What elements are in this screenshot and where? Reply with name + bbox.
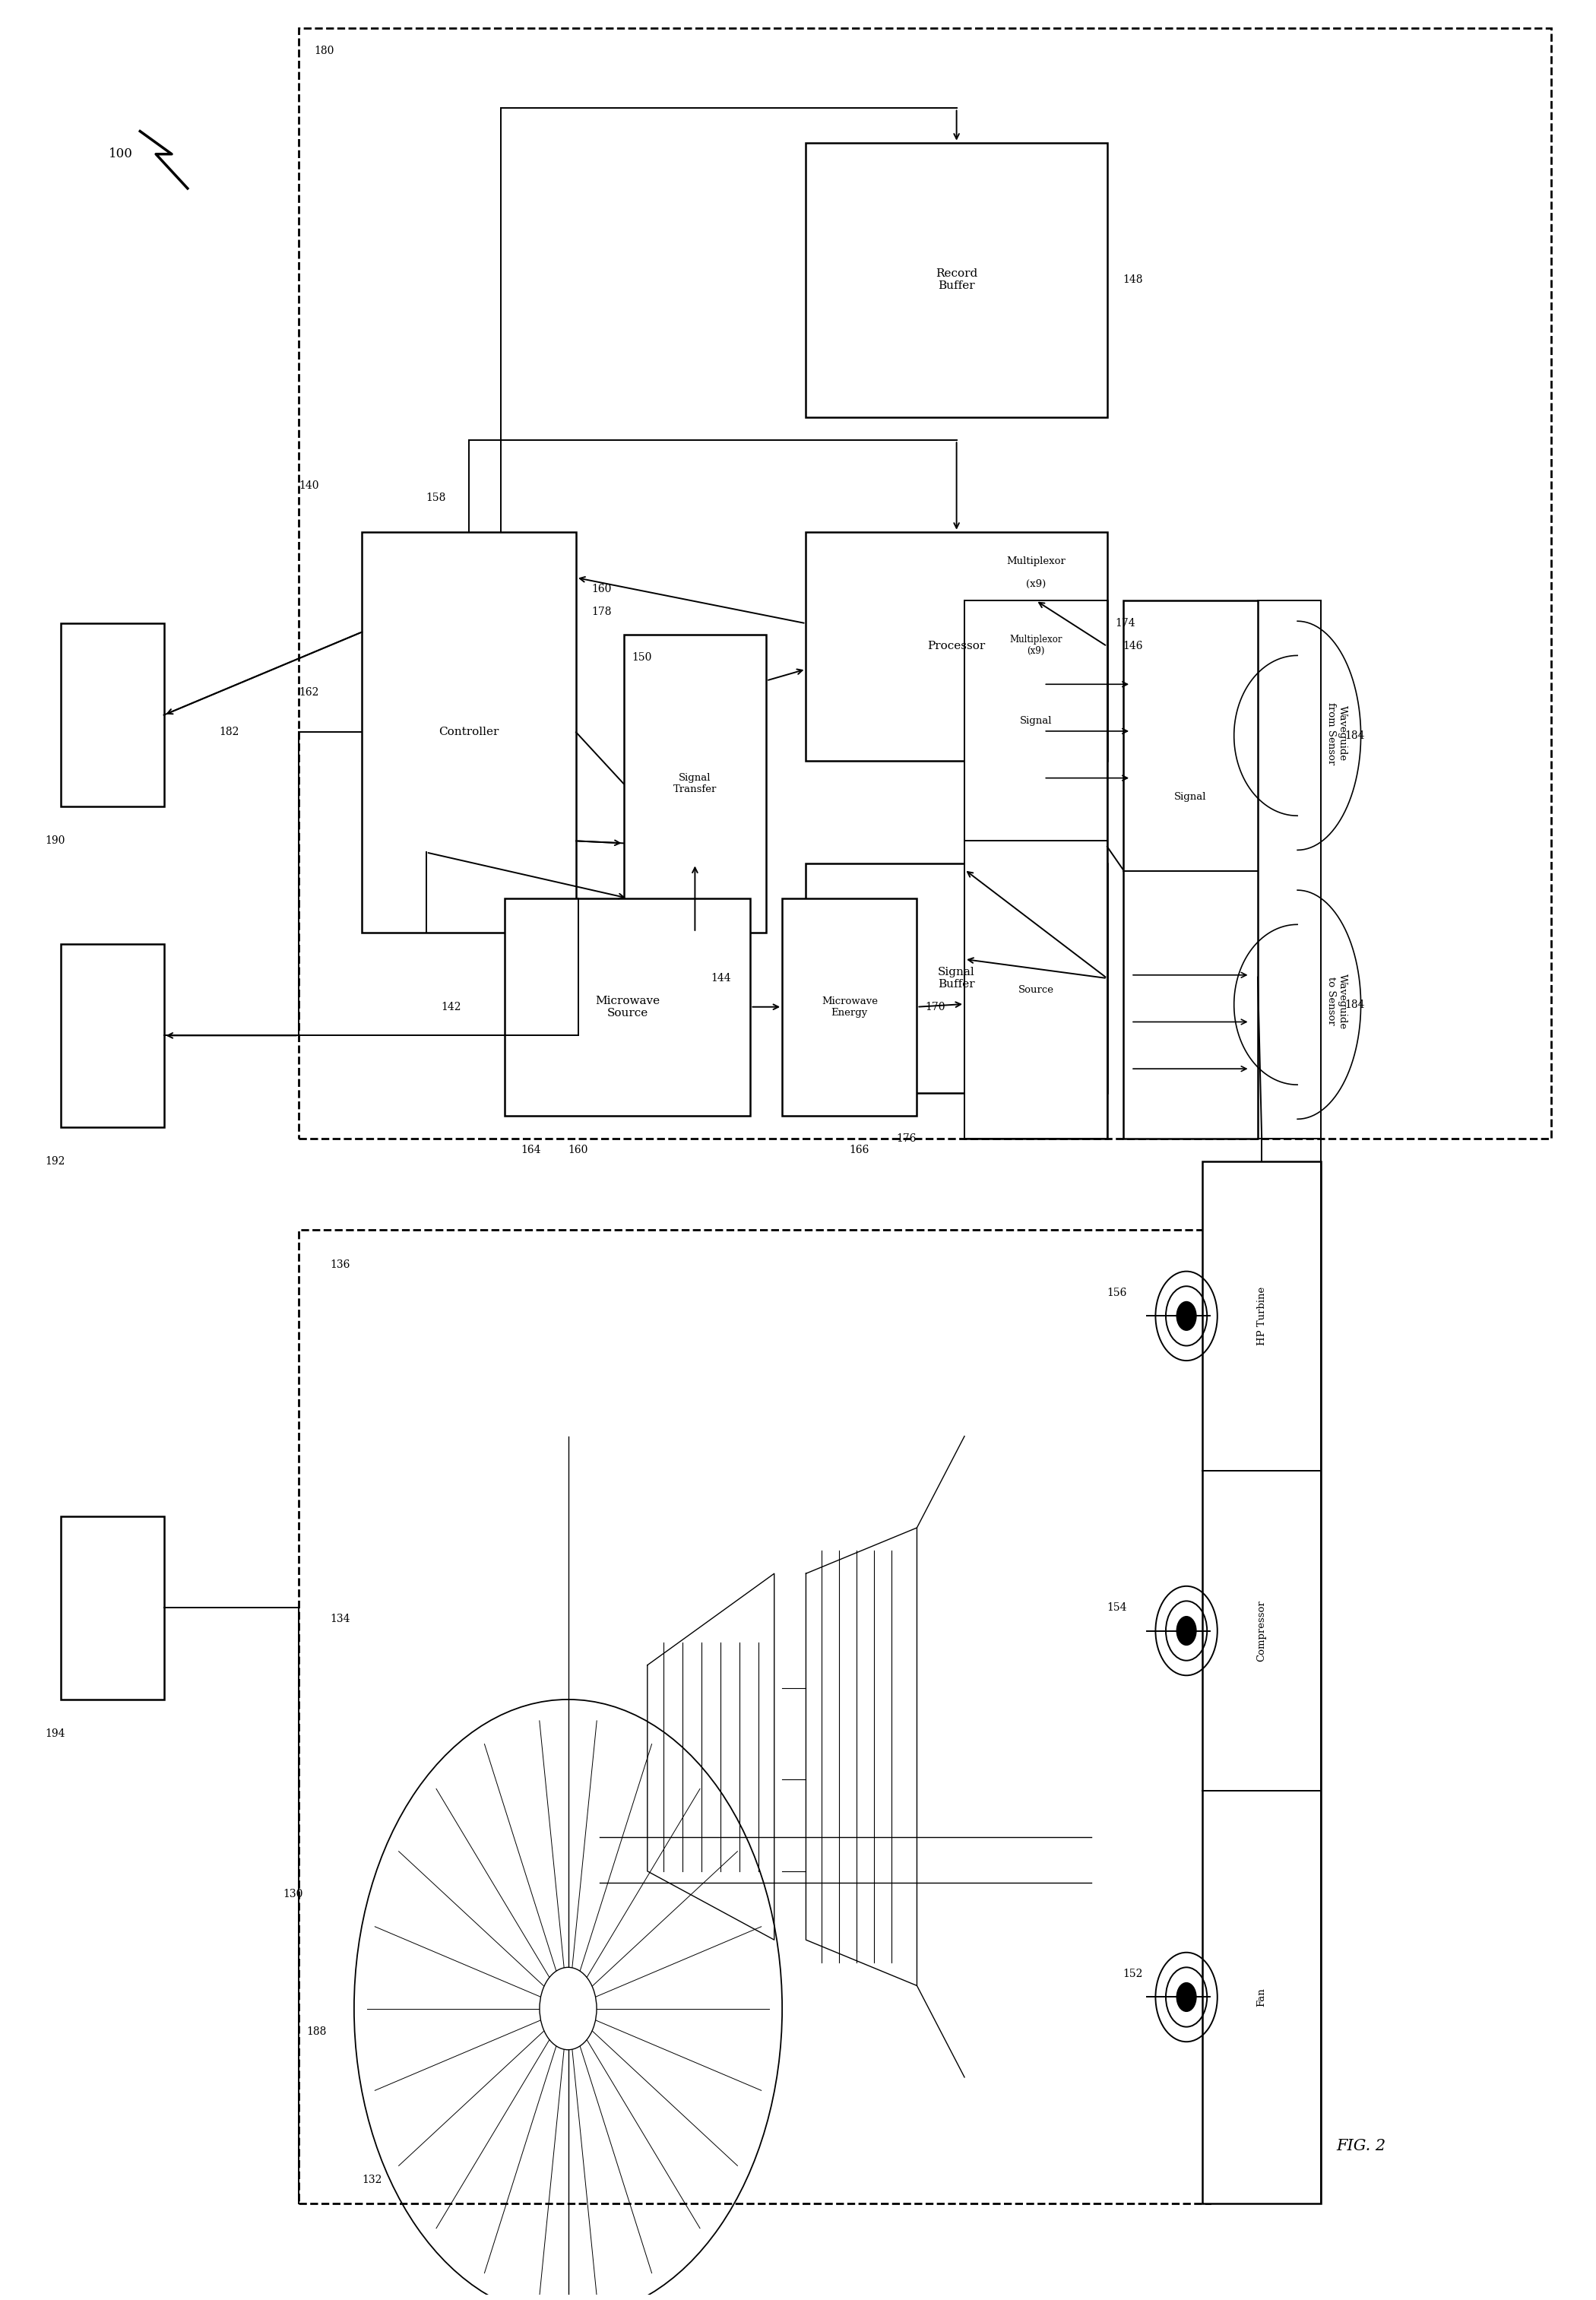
Bar [1124, 600, 1258, 1138]
Text: 150: 150 [632, 653, 651, 662]
Text: 158: 158 [426, 492, 447, 504]
Text: 160: 160 [592, 584, 611, 593]
Bar [362, 531, 576, 932]
Text: FIG. 2: FIG. 2 [1336, 2139, 1385, 2153]
Text: Record
Buffer: Record Buffer [935, 269, 977, 292]
Bar [964, 842, 1108, 1139]
Bar [806, 865, 1108, 1092]
Bar [806, 143, 1108, 416]
Text: Controller: Controller [439, 727, 500, 738]
Bar [964, 600, 1108, 842]
Text: 100: 100 [109, 147, 132, 161]
Text: 136: 136 [330, 1258, 351, 1270]
Circle shape [539, 1967, 597, 2049]
Text: Signal
Transfer: Signal Transfer [674, 773, 717, 794]
Circle shape [1176, 1617, 1197, 1647]
Text: 152: 152 [1124, 1969, 1143, 1980]
Text: 156: 156 [1108, 1288, 1127, 1300]
Bar [782, 899, 918, 1116]
Bar [1202, 1162, 1321, 2203]
Text: Waveguide
from Sensor: Waveguide from Sensor [1326, 702, 1347, 764]
Text: Signal
Buffer: Signal Buffer [938, 966, 975, 989]
Bar [504, 899, 750, 1116]
Text: 182: 182 [219, 727, 239, 738]
Text: 160: 160 [568, 1145, 589, 1155]
Text: 194: 194 [45, 1730, 65, 1739]
Text: 170: 170 [924, 1000, 945, 1012]
Text: 180: 180 [314, 46, 335, 58]
Bar [61, 623, 164, 807]
Text: Microwave
Energy: Microwave Energy [822, 996, 878, 1017]
Text: 146: 146 [1124, 642, 1143, 651]
Text: 176: 176 [897, 1134, 916, 1143]
Text: 142: 142 [440, 1000, 461, 1012]
Bar [61, 1516, 164, 1700]
Text: 154: 154 [1108, 1603, 1127, 1612]
Circle shape [1176, 1302, 1197, 1332]
Text: Source: Source [1018, 984, 1053, 994]
Text: 188: 188 [306, 2026, 327, 2038]
Text: Processor: Processor [927, 642, 985, 651]
Circle shape [1176, 1983, 1197, 2013]
Text: 178: 178 [592, 607, 611, 616]
Text: Fan: Fan [1256, 1987, 1267, 2006]
Text: 184: 184 [1345, 731, 1365, 741]
Text: 134: 134 [330, 1615, 351, 1624]
Text: 132: 132 [362, 2176, 381, 2185]
Text: HP Turbine: HP Turbine [1256, 1286, 1267, 1346]
Bar [298, 1231, 1210, 2203]
Text: (x9): (x9) [1026, 580, 1045, 589]
Text: 162: 162 [298, 688, 319, 697]
Text: 130: 130 [282, 1888, 303, 1900]
Text: 174: 174 [1116, 619, 1135, 628]
Text: 192: 192 [45, 1157, 65, 1166]
Text: 166: 166 [849, 1145, 870, 1155]
Text: 184: 184 [1345, 998, 1365, 1010]
Text: Compressor: Compressor [1256, 1601, 1267, 1661]
Text: Waveguide
to Sensor: Waveguide to Sensor [1326, 973, 1347, 1028]
Bar [806, 531, 1108, 761]
Text: Multiplexor
(x9): Multiplexor (x9) [1009, 635, 1063, 655]
Text: Signal: Signal [1175, 791, 1207, 803]
Bar [298, 28, 1551, 1138]
Text: 140: 140 [298, 481, 319, 492]
Text: 190: 190 [45, 835, 65, 846]
Text: 164: 164 [520, 1145, 541, 1155]
Text: 144: 144 [710, 973, 731, 984]
Text: 148: 148 [1124, 274, 1143, 285]
Text: Multiplexor: Multiplexor [1005, 557, 1066, 566]
Bar [624, 635, 766, 932]
Bar [964, 600, 1108, 1138]
Bar [61, 943, 164, 1127]
Text: Microwave
Source: Microwave Source [595, 996, 659, 1019]
Text: Signal: Signal [1020, 715, 1052, 727]
